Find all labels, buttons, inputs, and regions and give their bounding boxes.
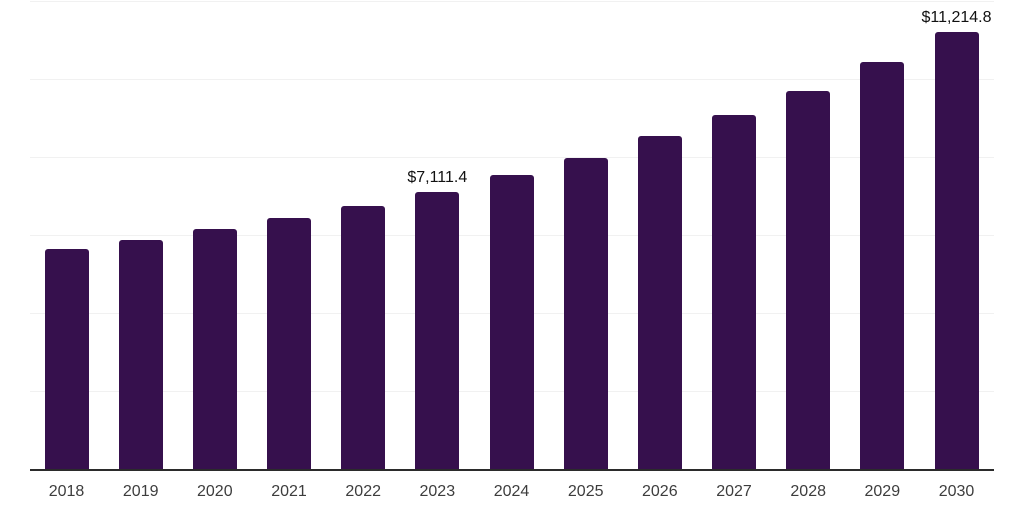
gridline-12000 bbox=[30, 1, 994, 2]
bar-2026 bbox=[637, 136, 682, 469]
data-label-2023: $7,111.4 bbox=[407, 168, 468, 186]
gridline-8000 bbox=[30, 157, 994, 158]
bar-2030 bbox=[934, 31, 979, 469]
bar-2022 bbox=[341, 205, 386, 469]
bar-2028 bbox=[786, 90, 831, 469]
bar-2018 bbox=[44, 248, 89, 469]
x-tick-2030: 2030 bbox=[938, 483, 975, 500]
x-tick-2019: 2019 bbox=[122, 483, 159, 500]
x-tick-2026: 2026 bbox=[642, 483, 678, 500]
x-tick-2028: 2028 bbox=[790, 483, 826, 500]
x-tick-2021: 2021 bbox=[271, 483, 307, 500]
x-tick-2018: 2018 bbox=[48, 483, 85, 500]
x-tick-2029: 2029 bbox=[864, 483, 901, 500]
bar-2024 bbox=[489, 174, 534, 469]
x-tick-2024: 2024 bbox=[493, 483, 530, 500]
data-label-2030: $11,214.8 bbox=[921, 8, 992, 26]
bar-2027 bbox=[712, 114, 756, 469]
bar-2025 bbox=[563, 158, 608, 469]
x-tick-2025: 2025 bbox=[567, 483, 604, 500]
x-tick-2022: 2022 bbox=[345, 483, 381, 500]
x-tick-2020: 2020 bbox=[197, 483, 233, 500]
gridline-10000 bbox=[30, 79, 994, 80]
bar-2029 bbox=[860, 62, 905, 469]
x-axis-line bbox=[30, 469, 994, 471]
bar-2021 bbox=[267, 217, 311, 469]
x-tick-2023: 2023 bbox=[419, 483, 456, 500]
bar-2023 bbox=[415, 191, 460, 469]
bar-2019 bbox=[118, 239, 163, 469]
x-tick-2027: 2027 bbox=[716, 483, 752, 500]
bar-2020 bbox=[192, 229, 237, 469]
